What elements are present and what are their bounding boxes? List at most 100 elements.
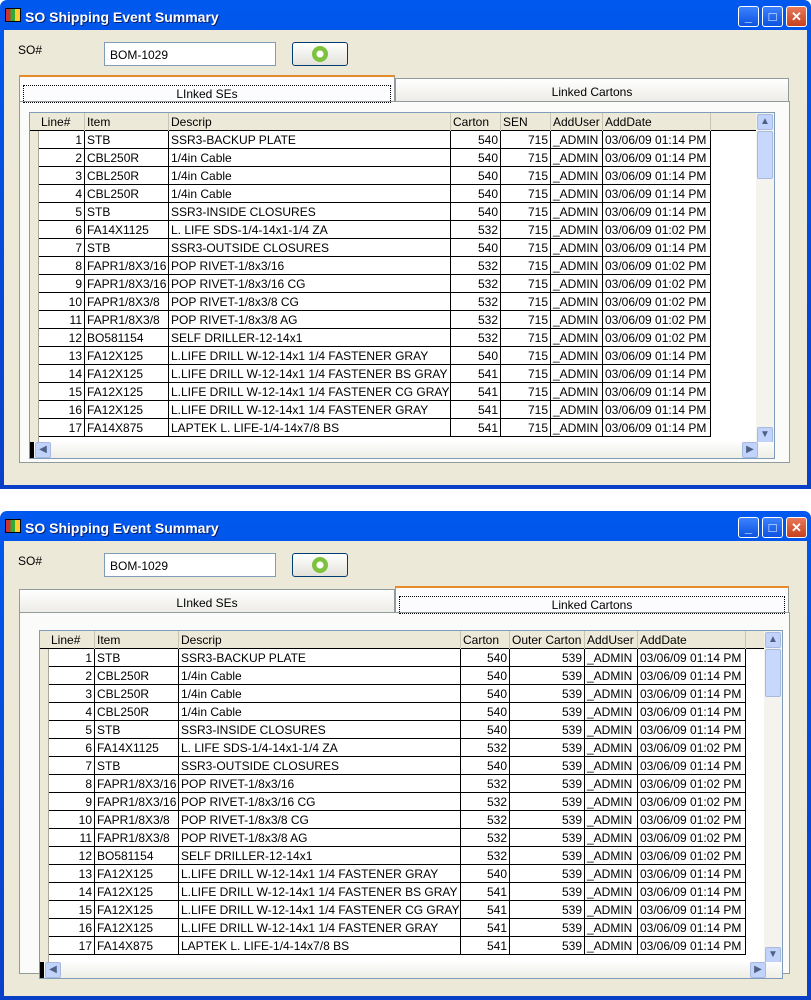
table-row[interactable]: 6 FA14X1125 L. LIFE SDS-1/4-14x1-1/4 ZA 532… [40, 739, 766, 757]
table-row[interactable]: 17 FA14X875 LAPTEK L. LIFE-1/4-14x7/8 BS 54… [40, 937, 766, 955]
table-row[interactable]: 17 FA14X875 LAPTEK L. LIFE-1/4-14x7/8 BS 54… [30, 419, 758, 437]
column-header-line[interactable]: Line# [49, 631, 95, 649]
table-row[interactable]: 9 FAPR1/8X3/16 POP RIVET-1/8x3/16 CG 532 715… [30, 275, 758, 293]
so-number-input[interactable]: BOM-1029 [104, 42, 276, 66]
cell-adduser: _ADMIN [585, 811, 638, 829]
cell-descrip: SSR3-BACKUP PLATE [169, 131, 451, 149]
column-header-sen[interactable]: SEN [501, 113, 551, 131]
cell-line: 7 [39, 239, 85, 257]
table-row[interactable]: 2 CBL250R 1/4in Cable 540 715 _ADMIN 03/06/09 … [30, 149, 758, 167]
scroll-right-button[interactable]: ▶ [750, 962, 766, 978]
table-row[interactable]: 10 FAPR1/8X3/8 POP RIVET-1/8x3/8 CG 532 715 _… [30, 293, 758, 311]
scroll-thumb[interactable] [757, 131, 773, 179]
table-row[interactable]: 11 FAPR1/8X3/8 POP RIVET-1/8x3/8 AG 532 539 _… [40, 829, 766, 847]
scroll-right-button[interactable]: ▶ [742, 442, 758, 458]
cell-item: FA14X875 [85, 419, 169, 437]
horizontal-scrollbar[interactable]: ◀ ▶ [30, 442, 774, 458]
table-row[interactable]: 14 FA12X125 L.LIFE DRILL W-12-14x1 1/4 FAS… [30, 365, 758, 383]
scroll-up-button[interactable]: ▲ [757, 114, 773, 130]
cell-descrip: 1/4in Cable [169, 167, 451, 185]
scroll-up-button[interactable]: ▲ [765, 632, 781, 648]
tab-linked-ses[interactable]: LInked SEs [19, 75, 395, 103]
table-row[interactable]: 5 STB SSR3-INSIDE CLOSURES 540 539 _ADMIN 03/0… [40, 721, 766, 739]
cell-item: STB [95, 757, 179, 775]
table-row[interactable]: 14 FA12X125 L.LIFE DRILL W-12-14x1 1/4 FAS… [40, 883, 766, 901]
vertical-scrollbar[interactable]: ▲ ▼ [764, 631, 782, 964]
cell-line: 8 [39, 257, 85, 275]
table-row[interactable]: 16 FA12X125 L.LIFE DRILL W-12-14x1 1/4 FAS… [30, 401, 758, 419]
column-header-descrip[interactable]: Descrip [179, 631, 461, 649]
refresh-button[interactable] [292, 553, 348, 577]
horizontal-scrollbar[interactable]: ◀ ▶ [40, 962, 782, 978]
close-button[interactable]: ✕ [786, 6, 807, 27]
cell-descrip: 1/4in Cable [169, 185, 451, 203]
cell-item: STB [85, 131, 169, 149]
vertical-scrollbar[interactable]: ▲ ▼ [756, 113, 774, 444]
maximize-button[interactable]: □ [762, 517, 783, 538]
scroll-left-button[interactable]: ◀ [35, 442, 51, 458]
tab-linked-ses[interactable]: LInked SEs [19, 589, 395, 613]
column-header-adduser[interactable]: AddUser [585, 631, 638, 649]
table-row[interactable]: 3 CBL250R 1/4in Cable 540 715 _ADMIN 03/06/09 … [30, 167, 758, 185]
table-row[interactable]: 9 FAPR1/8X3/16 POP RIVET-1/8x3/16 CG 532 539… [40, 793, 766, 811]
table-row[interactable]: 12 BO581154 SELF DRILLER-12-14x1 532 539 _ADM… [40, 847, 766, 865]
table-row[interactable]: 3 CBL250R 1/4in Cable 540 539 _ADMIN 03/06/09 … [40, 685, 766, 703]
cell-carton: 532 [451, 221, 501, 239]
table-row[interactable]: 2 CBL250R 1/4in Cable 540 539 _ADMIN 03/06/09 … [40, 667, 766, 685]
scroll-thumb[interactable] [765, 649, 781, 697]
table-row[interactable]: 6 FA14X1125 L. LIFE SDS-1/4-14x1-1/4 ZA 532… [30, 221, 758, 239]
cell-adddate: 03/06/09 01:14 PM [603, 185, 711, 203]
table-row[interactable]: 7 STB SSR3-OUTSIDE CLOSURES 540 539 _ADMIN 03/… [40, 757, 766, 775]
column-header-carton[interactable]: Carton [461, 631, 510, 649]
so-number-input[interactable]: BOM-1029 [104, 553, 276, 577]
scroll-down-button[interactable]: ▼ [757, 427, 773, 443]
column-header-adduser[interactable]: AddUser [551, 113, 603, 131]
cell-adddate: 03/06/09 01:14 PM [603, 365, 711, 383]
column-header-item[interactable]: Item [85, 113, 169, 131]
table-row[interactable]: 5 STB SSR3-INSIDE CLOSURES 540 715 _ADMIN 03/0… [30, 203, 758, 221]
table-row[interactable]: 1 STB SSR3-BACKUP PLATE 540 715 _ADMIN 03/06/0… [30, 131, 758, 149]
table-row[interactable]: 16 FA12X125 L.LIFE DRILL W-12-14x1 1/4 FAS… [40, 919, 766, 937]
table-row[interactable]: 7 STB SSR3-OUTSIDE CLOSURES 540 715 _ADMIN 03/… [30, 239, 758, 257]
column-header-adddate[interactable]: AddDate [638, 631, 746, 649]
table-row[interactable]: 15 FA12X125 L.LIFE DRILL W-12-14x1 1/4 FAS… [40, 901, 766, 919]
table-row[interactable]: 1 STB SSR3-BACKUP PLATE 540 539 _ADMIN 03/06/0… [40, 649, 766, 667]
grid-header: Line# Item Descrip Carton Outer Carton AddUse… [40, 631, 766, 649]
refresh-button[interactable] [292, 42, 348, 66]
column-header-item[interactable]: Item [95, 631, 179, 649]
cell-descrip: POP RIVET-1/8x3/8 CG [179, 811, 461, 829]
column-header-adddate[interactable]: AddDate [603, 113, 711, 131]
scroll-down-button[interactable]: ▼ [765, 947, 781, 963]
column-header-carton[interactable]: Carton [451, 113, 501, 131]
cell-line: 17 [39, 419, 85, 437]
column-header-line[interactable]: Line# [39, 113, 85, 131]
scroll-left-button[interactable]: ◀ [45, 962, 61, 978]
cell-carton: 540 [451, 203, 501, 221]
table-row[interactable]: 4 CBL250R 1/4in Cable 540 715 _ADMIN 03/06/09 … [30, 185, 758, 203]
cell-adduser: _ADMIN [551, 347, 603, 365]
table-row[interactable]: 8 FAPR1/8X3/16 POP RIVET-1/8x3/16 532 539 _AD… [40, 775, 766, 793]
close-button[interactable]: ✕ [786, 517, 807, 538]
tab-linked-cartons[interactable]: Linked Cartons [395, 78, 789, 102]
minimize-button[interactable]: _ [738, 6, 759, 27]
cell-sen: 715 [501, 275, 551, 293]
table-row[interactable]: 10 FAPR1/8X3/8 POP RIVET-1/8x3/8 CG 532 539 _… [40, 811, 766, 829]
cell-adddate: 03/06/09 01:14 PM [638, 883, 746, 901]
cell-descrip: 1/4in Cable [179, 703, 461, 721]
table-row[interactable]: 13 FA12X125 L.LIFE DRILL W-12-14x1 1/4 FAS… [30, 347, 758, 365]
table-row[interactable]: 15 FA12X125 L.LIFE DRILL W-12-14x1 1/4 FAS… [30, 383, 758, 401]
table-row[interactable]: 8 FAPR1/8X3/16 POP RIVET-1/8x3/16 532 715 _AD… [30, 257, 758, 275]
table-row[interactable]: 13 FA12X125 L.LIFE DRILL W-12-14x1 1/4 FAS… [40, 865, 766, 883]
table-row[interactable]: 4 CBL250R 1/4in Cable 540 539 _ADMIN 03/06/09 … [40, 703, 766, 721]
maximize-button[interactable]: □ [762, 6, 783, 27]
minimize-button[interactable]: _ [738, 517, 759, 538]
column-header-descrip[interactable]: Descrip [169, 113, 451, 131]
cell-adduser: _ADMIN [585, 649, 638, 667]
table-row[interactable]: 12 BO581154 SELF DRILLER-12-14x1 532 715 _ADM… [30, 329, 758, 347]
cell-descrip: POP RIVET-1/8x3/8 CG [169, 293, 451, 311]
column-header-outer-carton[interactable]: Outer Carton [510, 631, 585, 649]
table-row[interactable]: 11 FAPR1/8X3/8 POP RIVET-1/8x3/8 AG 532 715 _… [30, 311, 758, 329]
tab-linked-cartons[interactable]: Linked Cartons [395, 586, 789, 614]
cell-line: 15 [49, 901, 95, 919]
cell-adddate: 03/06/09 01:02 PM [638, 811, 746, 829]
